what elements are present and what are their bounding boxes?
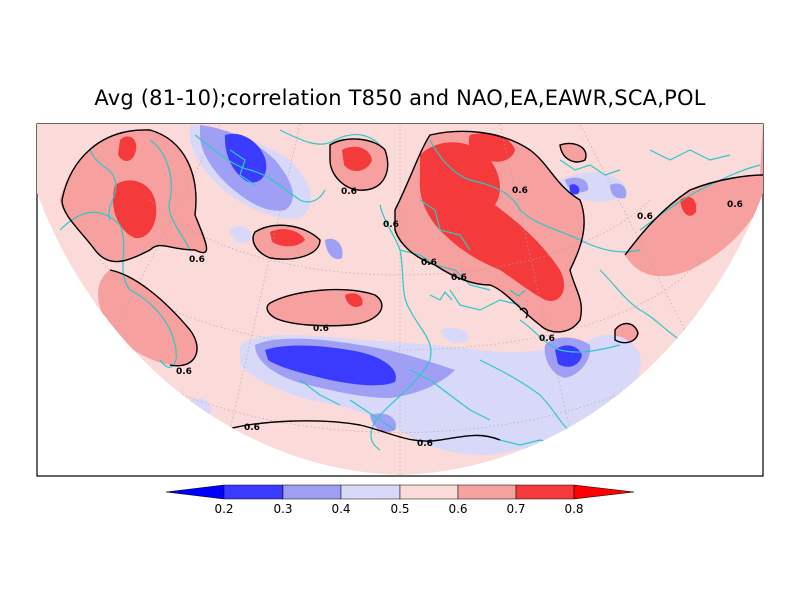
- colorbar-bin-0.6-0.7: [457, 484, 517, 500]
- colorbar-bin-0.2-0.3: [223, 484, 284, 500]
- colorbar-bin-0.3-0.4: [282, 484, 342, 500]
- contour-label: 0.6: [417, 439, 433, 449]
- colorbar-bin-lt-0.2: [165, 484, 225, 500]
- contour-label: 0.6: [421, 258, 437, 268]
- regions-0.7-0.8: [112, 133, 697, 307]
- colorbar-tick-label: 0.2: [214, 502, 233, 516]
- contour-label: 0.6: [244, 423, 260, 433]
- colorbar-bin-0.7-0.8: [515, 484, 575, 500]
- contour-label: 0.6: [539, 334, 555, 344]
- contour-labels: 0.6 0.6 0.6 0.6 0.6 0.6 0.6 0.6 0.6 0.6 …: [176, 186, 743, 449]
- coastlines-and-borders: [59, 129, 761, 451]
- contour-label: 0.6: [189, 255, 205, 265]
- contour-label: 0.6: [637, 212, 653, 222]
- colorbar-bin-0.5-0.6: [399, 484, 459, 500]
- colorbar: 0.2 0.3 0.4 0.5 0.6 0.7 0.8: [165, 484, 635, 516]
- colorbar-bin-gt-0.8: [573, 484, 635, 500]
- colorbar-tick-label: 0.3: [273, 502, 292, 516]
- contour-label: 0.6: [313, 324, 329, 334]
- colorbar-tick-label: 0.6: [448, 502, 467, 516]
- colorbar-tick-label: 0.5: [390, 502, 409, 516]
- contour-label: 0.6: [727, 200, 743, 210]
- colorbar-tick-label: 0.8: [564, 502, 583, 516]
- map-title: Avg (81-10);correlation T850 and NAO,EA,…: [94, 86, 706, 110]
- contour-label: 0.6: [176, 367, 192, 377]
- contour-label: 0.6: [383, 220, 399, 230]
- contour-lines-0.6: [61, 129, 763, 442]
- contour-label: 0.6: [512, 186, 528, 196]
- colorbar-tick-label: 0.4: [331, 502, 350, 516]
- contour-label: 0.6: [451, 273, 467, 283]
- contour-label: 0.6: [341, 187, 357, 197]
- regions-0.2-0.3: [224, 133, 582, 386]
- colorbar-bin-0.4-0.5: [340, 484, 401, 500]
- colorbar-tick-label: 0.7: [506, 502, 525, 516]
